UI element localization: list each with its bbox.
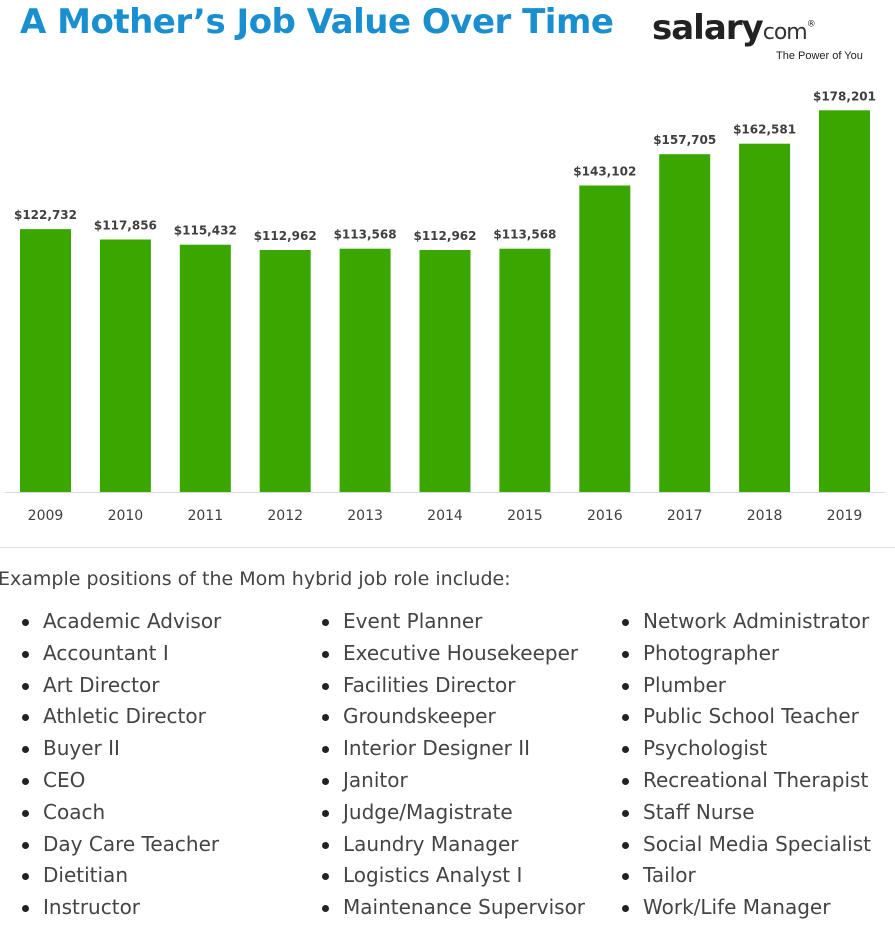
position-item: Plumber xyxy=(622,670,871,702)
position-item: Athletic Director xyxy=(22,701,221,733)
bar-2009 xyxy=(20,229,71,492)
positions-column-2: Event Planner Executive Housekeeper Facili… xyxy=(322,606,585,924)
position-item: Judge/Magistrate xyxy=(322,797,585,829)
data-label-2019: $178,201 xyxy=(813,89,876,103)
bar-2013 xyxy=(339,248,391,492)
position-item: Academic Advisor xyxy=(22,606,221,638)
bar-2010 xyxy=(99,239,151,492)
position-item: Public School Teacher xyxy=(622,701,871,733)
position-item: Janitor xyxy=(322,765,585,797)
position-item: Network Administrator xyxy=(622,606,871,638)
divider xyxy=(0,547,895,548)
x-tick-2016: 2016 xyxy=(587,508,623,524)
position-item: Event Planner xyxy=(322,606,585,638)
position-item: Facilities Director xyxy=(322,670,585,702)
bar-2011 xyxy=(179,244,231,492)
x-tick-2018: 2018 xyxy=(747,508,783,524)
position-item: Staff Nurse xyxy=(622,797,871,829)
position-item: Work/Life Manager xyxy=(622,892,871,924)
x-tick-2010: 2010 xyxy=(108,508,144,524)
logo-reg: ® xyxy=(806,19,816,30)
data-label-2009: $122,732 xyxy=(14,208,77,222)
bar-2018 xyxy=(739,143,791,492)
x-tick-2014: 2014 xyxy=(427,508,463,524)
logo-brand: salary xyxy=(652,8,764,48)
logo-suffix: com xyxy=(762,20,808,45)
data-label-2015: $113,568 xyxy=(493,228,556,242)
data-label-2016: $143,102 xyxy=(573,165,636,179)
data-label-2011: $115,432 xyxy=(174,224,237,238)
position-item: Recreational Therapist xyxy=(622,765,871,797)
position-item: Psychologist xyxy=(622,733,871,765)
data-label-2012: $112,962 xyxy=(254,229,317,243)
data-label-2014: $112,962 xyxy=(413,229,476,243)
position-item: Photographer xyxy=(622,638,871,670)
position-item: Coach xyxy=(22,797,221,829)
logo-tagline: The Power of You xyxy=(776,50,863,62)
position-item: Social Media Specialist xyxy=(622,829,871,861)
data-label-2017: $157,705 xyxy=(653,133,716,147)
logo-wordmark: salarycom® xyxy=(652,8,816,48)
position-item: Art Director xyxy=(22,670,221,702)
position-item: Executive Housekeeper xyxy=(322,638,585,670)
positions-intro: Example positions of the Mom hybrid job … xyxy=(0,568,511,590)
position-item: Interior Designer II xyxy=(322,733,585,765)
data-label-2010: $117,856 xyxy=(94,219,157,233)
bar-2015 xyxy=(499,248,551,492)
position-item: Tailor xyxy=(622,860,871,892)
x-tick-2013: 2013 xyxy=(347,508,383,524)
position-item: Accountant I xyxy=(22,638,221,670)
page-title: A Mother’s Job Value Over Time xyxy=(20,2,614,42)
x-tick-2017: 2017 xyxy=(667,508,703,524)
position-item: Maintenance Supervisor xyxy=(322,892,585,924)
bar-2016 xyxy=(579,185,631,492)
bar-2019 xyxy=(819,110,870,493)
position-item: Laundry Manager xyxy=(322,829,585,861)
data-label-2018: $162,581 xyxy=(733,123,796,137)
x-tick-2011: 2011 xyxy=(187,508,223,524)
x-tick-2019: 2019 xyxy=(827,508,863,524)
positions-column-3: Network Administrator Photographer Plumber… xyxy=(622,606,871,924)
x-tick-2009: 2009 xyxy=(28,508,64,524)
data-label-2013: $113,568 xyxy=(334,228,397,242)
salary-com-logo: salarycom® The Power of You xyxy=(652,8,872,68)
x-tick-2015: 2015 xyxy=(507,508,543,524)
position-item: Instructor xyxy=(22,892,221,924)
position-item: CEO xyxy=(22,765,221,797)
bar-2014 xyxy=(419,250,471,492)
bar-chart: $122,732 2009 $117,856 2010 $115,432 2011 $112… xyxy=(5,89,885,524)
position-item: Groundskeeper xyxy=(322,701,585,733)
position-item: Logistics Analyst I xyxy=(322,860,585,892)
bar-2017 xyxy=(659,154,711,492)
position-item: Buyer II xyxy=(22,733,221,765)
position-item: Day Care Teacher xyxy=(22,829,221,861)
bar-2012 xyxy=(259,250,311,492)
positions-column-1: Academic Advisor Accountant I Art Director… xyxy=(22,606,221,924)
x-tick-2012: 2012 xyxy=(267,508,303,524)
position-item: Dietitian xyxy=(22,860,221,892)
